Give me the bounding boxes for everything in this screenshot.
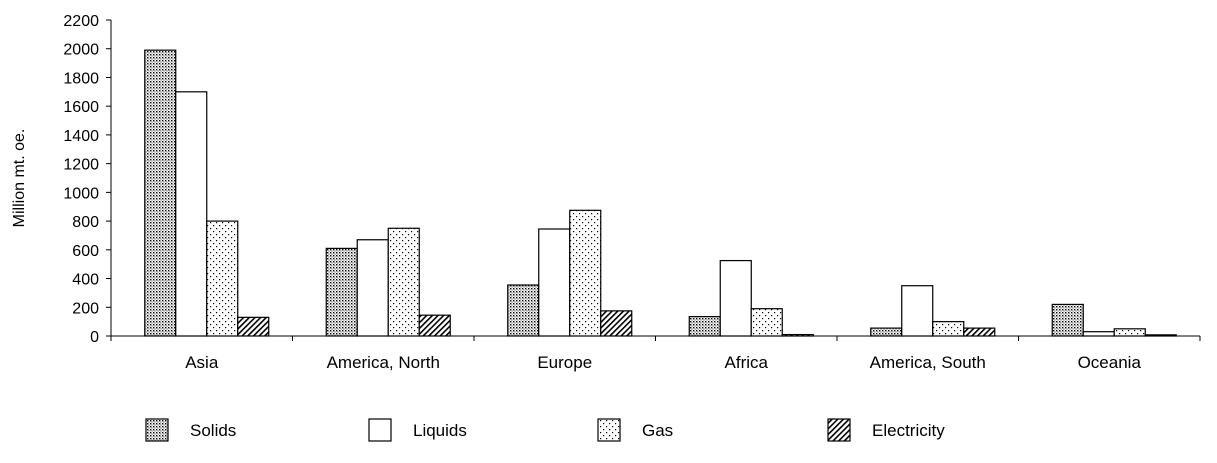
bar-gas-oceania bbox=[1113, 328, 1146, 337]
bar-electricity-asia bbox=[237, 316, 270, 337]
y-tick-label: 800 bbox=[72, 214, 99, 231]
y-tick-label: 600 bbox=[72, 243, 99, 260]
y-tick-label: 2200 bbox=[63, 13, 99, 30]
x-tick-label: Africa bbox=[725, 353, 769, 372]
y-tick-label: 200 bbox=[72, 300, 99, 317]
y-tick-label: 1600 bbox=[63, 99, 99, 116]
bar-solids-asia bbox=[144, 49, 177, 337]
bar-electricity-europe bbox=[600, 310, 633, 337]
bar-solids-america-north bbox=[325, 247, 358, 337]
legend-swatch-liquids bbox=[368, 418, 392, 442]
bar-liquids-america-south bbox=[901, 285, 934, 337]
legend-label-gas: Gas bbox=[642, 421, 673, 440]
y-tick-label: 1000 bbox=[63, 185, 99, 202]
x-tick-label: America, North bbox=[327, 353, 440, 372]
x-tick-label: Europe bbox=[537, 353, 592, 372]
bar-liquids-asia bbox=[175, 91, 208, 337]
bar-liquids-oceania bbox=[1082, 331, 1115, 337]
bar-gas-america-south bbox=[932, 321, 965, 337]
y-tick-label: 1400 bbox=[63, 128, 99, 145]
legend-swatch-gas bbox=[597, 418, 621, 442]
bar-liquids-africa bbox=[719, 259, 752, 337]
legend-label-solids: Solids bbox=[190, 421, 236, 440]
x-tick-label: Oceania bbox=[1078, 353, 1142, 372]
x-tick-label: Asia bbox=[185, 353, 219, 372]
bar-solids-europe bbox=[507, 284, 540, 337]
bar-gas-asia bbox=[206, 220, 239, 337]
legend-label-liquids: Liquids bbox=[413, 421, 467, 440]
legend-label-electricity: Electricity bbox=[872, 421, 945, 440]
bar-electricity-america-north bbox=[418, 314, 451, 337]
bar-liquids-america-north bbox=[356, 239, 389, 337]
y-tick-label: 1200 bbox=[63, 157, 99, 174]
y-tick-label: 1800 bbox=[63, 70, 99, 87]
x-tick-label: America, South bbox=[870, 353, 986, 372]
y-tick-label: 0 bbox=[90, 329, 99, 346]
y-tick-label: 400 bbox=[72, 272, 99, 289]
bar-gas-africa bbox=[750, 308, 783, 337]
bar-gas-america-north bbox=[387, 227, 420, 337]
bar-solids-america-south bbox=[870, 327, 903, 337]
y-tick-label: 2000 bbox=[63, 42, 99, 59]
bar-solids-oceania bbox=[1051, 303, 1084, 337]
legend-swatch-solids bbox=[145, 418, 169, 442]
bar-liquids-europe bbox=[538, 228, 571, 337]
plot-area: 0 200 400 600 800 1000 1200 1400 1600 1800 2000 220… bbox=[63, 13, 1201, 372]
legend-swatch-electricity bbox=[827, 418, 851, 442]
bar-solids-africa bbox=[688, 316, 721, 337]
legend: Solids Liquids Gas Electricity bbox=[145, 418, 945, 442]
bar-electricity-america-south bbox=[963, 327, 996, 337]
bar-gas-europe bbox=[569, 209, 602, 337]
y-axis-label: Million mt. oe. bbox=[11, 129, 28, 228]
